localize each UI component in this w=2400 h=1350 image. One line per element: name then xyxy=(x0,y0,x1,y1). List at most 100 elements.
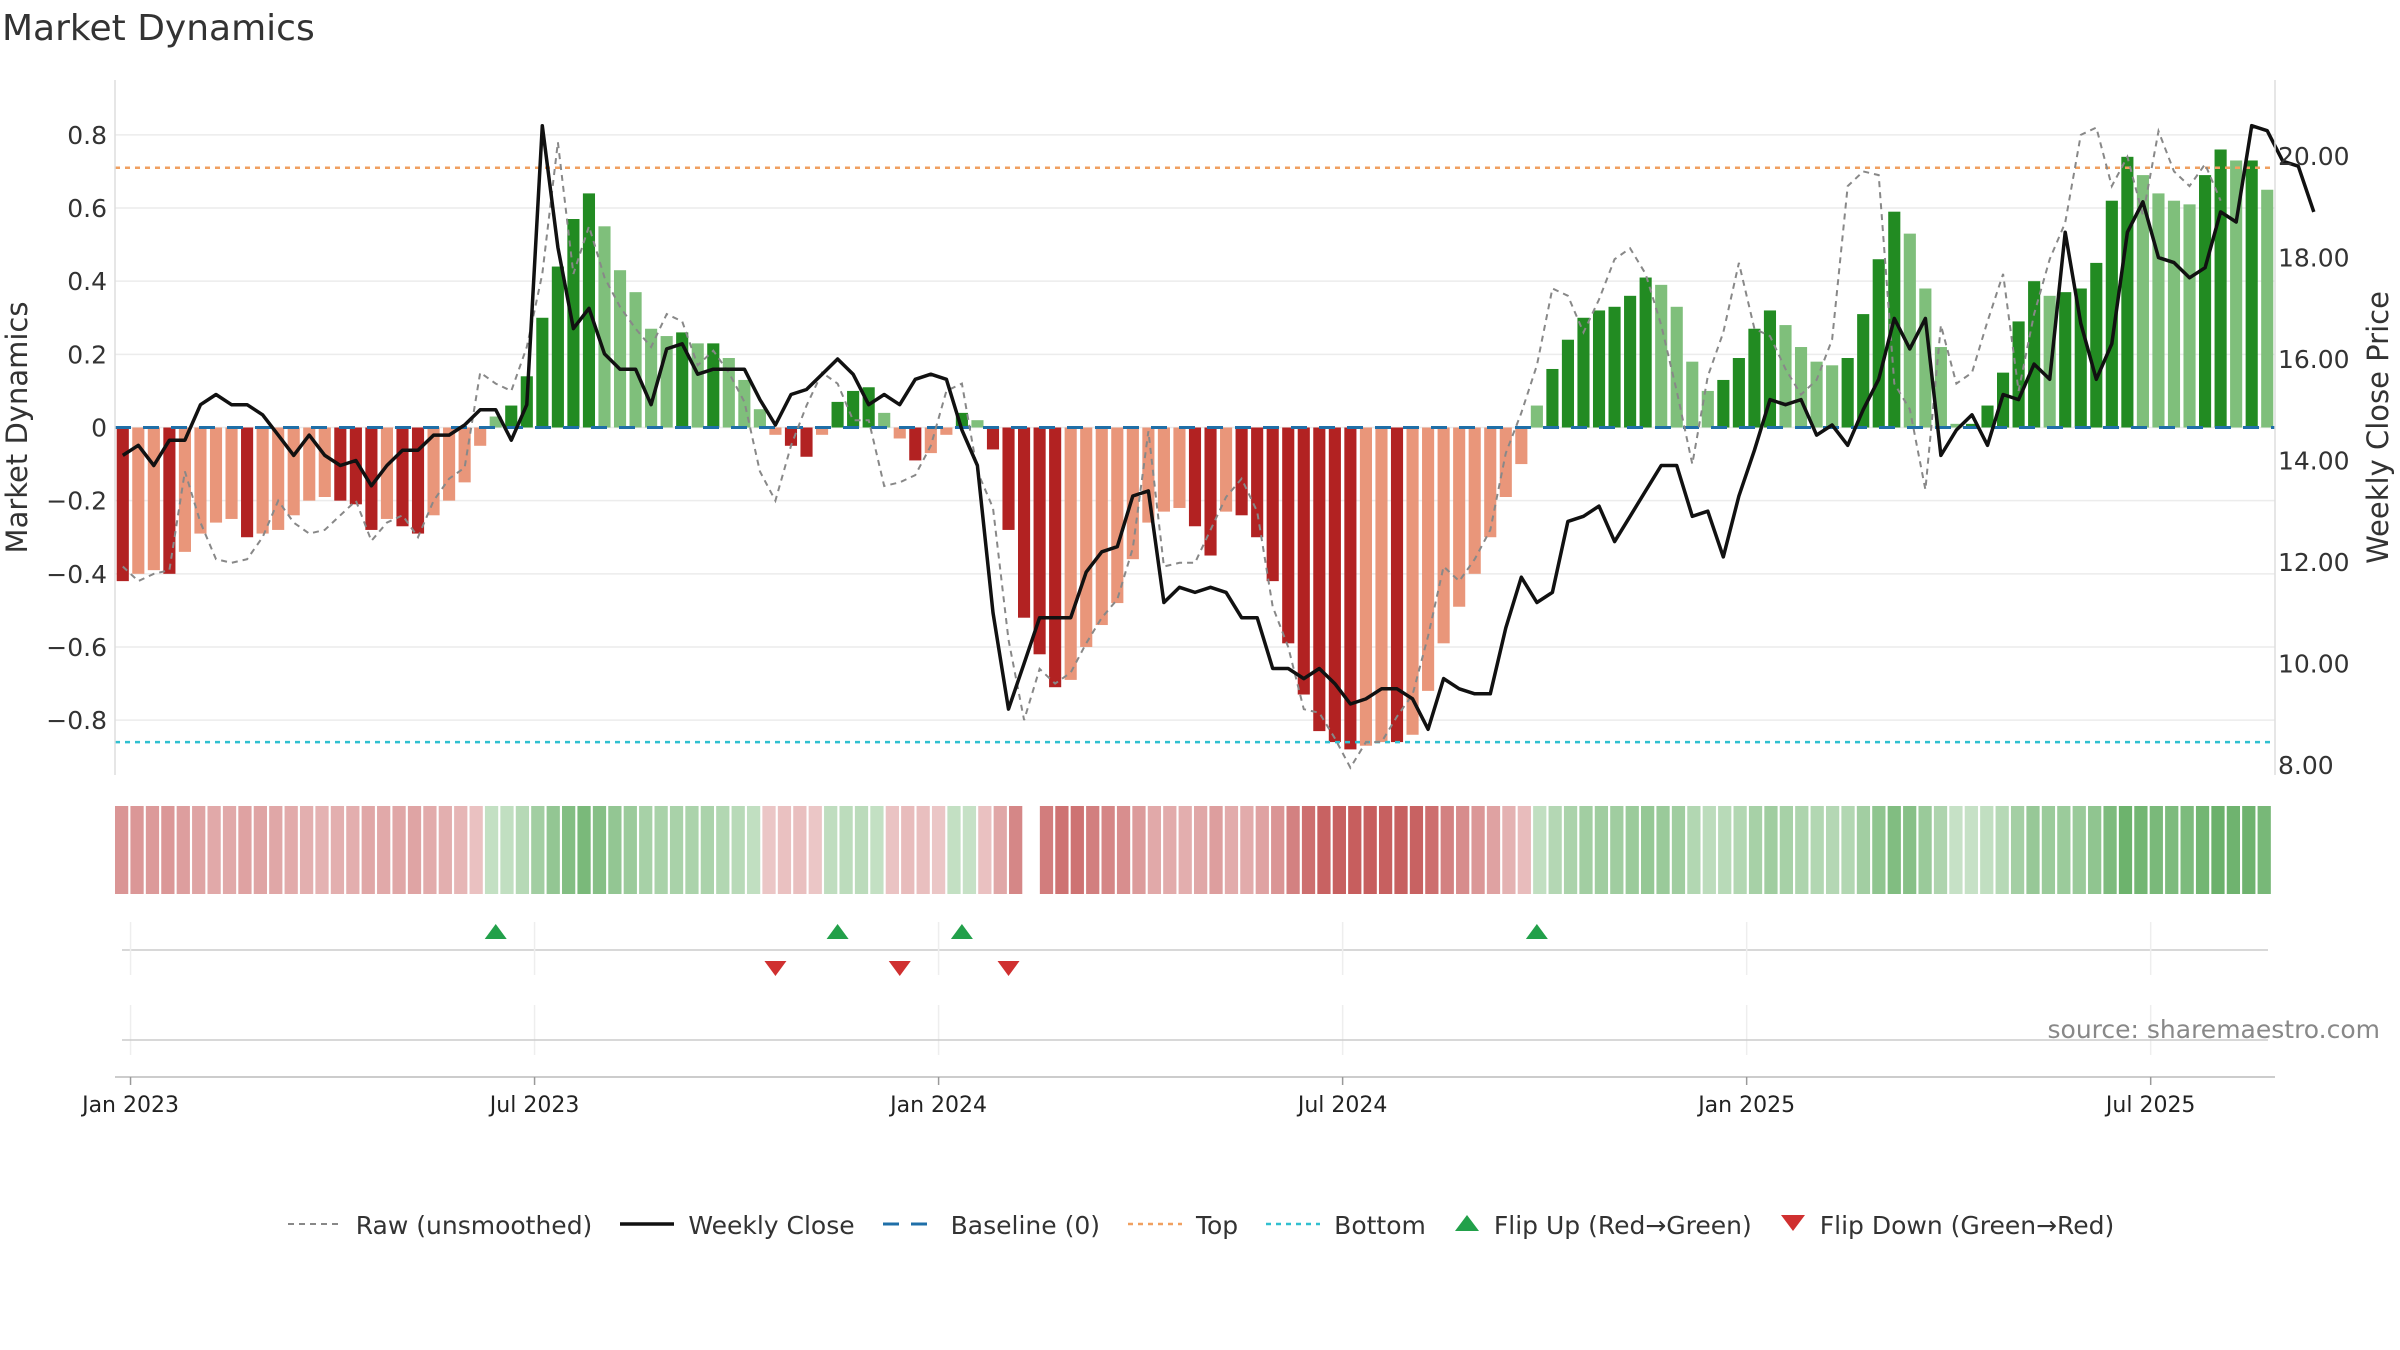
legend-label: Raw (unsmoothed) xyxy=(355,1210,593,1240)
dynamics-bar xyxy=(2136,175,2149,428)
regime-strip-cell xyxy=(1224,806,1239,894)
regime-strip-cell xyxy=(1132,806,1146,894)
dynamics-bar xyxy=(800,427,813,457)
dynamics-bar xyxy=(1546,368,1559,428)
dynamics-bar xyxy=(753,409,766,428)
regime-strip-cell xyxy=(531,806,545,894)
regime-strip-cell xyxy=(885,806,899,894)
regime-strip-cell xyxy=(777,806,792,894)
regime-strip-cell xyxy=(562,806,576,894)
dynamics-bar xyxy=(1002,427,1015,530)
regime-strip-cell xyxy=(1671,806,1686,894)
regime-strip-cell xyxy=(2149,806,2163,894)
regime-strip-cell xyxy=(978,806,992,894)
legend-symbol xyxy=(1778,1211,1808,1240)
regime-strip-cell xyxy=(2257,806,2271,894)
regime-strip-cell xyxy=(1718,806,1732,894)
regime-strip-cell xyxy=(176,806,190,894)
regime-strip-cell xyxy=(253,806,267,894)
dynamics-bar xyxy=(396,427,409,527)
dynamics-bar xyxy=(831,401,844,428)
dynamics-bar xyxy=(209,427,223,523)
legend-symbol xyxy=(1452,1211,1482,1240)
regime-strip-cell xyxy=(1271,806,1285,894)
reference-lines xyxy=(115,166,2275,744)
dynamics-bar xyxy=(241,427,254,538)
dynamics-bar xyxy=(1282,427,1295,644)
regime-strip-cell xyxy=(1764,806,1778,894)
regime-strip-cell xyxy=(1502,806,1516,894)
dynamics-bar xyxy=(256,427,269,534)
dynamics-bar xyxy=(909,427,922,461)
legend-item: Baseline (0) xyxy=(881,1211,1100,1240)
dynamics-bar xyxy=(2167,200,2181,428)
y2-tick-label: 14.00 xyxy=(2278,446,2350,475)
dynamics-bar xyxy=(1701,390,1714,428)
flip-up-marker xyxy=(826,924,849,939)
dynamics-bar xyxy=(598,226,611,428)
dynamics-bar xyxy=(2199,175,2212,428)
regime-strip-cell xyxy=(1856,806,1871,894)
regime-strip-cell xyxy=(1980,806,1994,894)
regime-strip-cell xyxy=(1964,806,1978,894)
dynamics-bar xyxy=(784,427,798,446)
dynamics-bar xyxy=(722,358,735,428)
dynamics-bar xyxy=(1313,427,1326,732)
x-axis: Jan 2023 Jul 2023 Jan 2024 Jul 2024 Jan 2025… xyxy=(80,1076,2275,1118)
regime-strip-cell xyxy=(808,806,822,894)
regime-strip-cell xyxy=(1810,806,1824,894)
regime-strip-cell xyxy=(654,806,668,894)
regime-strip-cell xyxy=(2195,806,2210,894)
legend-label: Top xyxy=(1195,1210,1239,1240)
chart-title: Market Dynamics xyxy=(2,8,315,49)
legend-label: Flip Up (Red→Green) xyxy=(1493,1210,1752,1240)
y-tick-label: 0.8 xyxy=(67,121,107,150)
regime-strip-cell xyxy=(1363,806,1377,894)
dynamics-bar xyxy=(1903,233,1916,428)
regime-strip-cell xyxy=(1887,806,1901,894)
regime-strip-cell xyxy=(639,806,653,894)
dynamics-bar xyxy=(1453,427,1466,607)
dynamics-bar xyxy=(2090,262,2103,428)
dynamics-bar xyxy=(1577,317,1590,428)
regime-strip-cell xyxy=(592,806,607,894)
regime-strip-cell xyxy=(1625,806,1639,894)
source-label: source: sharemaestro.com xyxy=(2047,1015,2381,1044)
dynamics-bar xyxy=(1204,427,1217,556)
regime-strip-cell xyxy=(1795,806,1809,894)
dynamics-bar xyxy=(1857,314,1870,428)
regime-strip-cell xyxy=(1594,806,1609,894)
dynamics-bar xyxy=(1763,310,1777,428)
dynamics-bar xyxy=(878,412,891,428)
regime-strip-cell xyxy=(1378,806,1393,894)
dynamics-bar xyxy=(691,343,704,428)
regime-strip-cell xyxy=(669,806,684,894)
regime-strip-cell xyxy=(685,806,699,894)
flip-up-marker xyxy=(950,924,973,939)
regime-strip-cell xyxy=(824,806,838,894)
empty-panel xyxy=(122,1005,2268,1055)
regime-strip-cell xyxy=(623,806,637,894)
legend-label: Weekly Close xyxy=(688,1210,855,1240)
dynamics-bar xyxy=(1344,427,1357,750)
regime-strip-cell xyxy=(315,806,329,894)
dynamics-bar xyxy=(1934,347,1947,428)
regime-strip-cell xyxy=(330,806,345,894)
dynamics-bar xyxy=(2121,156,2134,428)
dynamics-bar xyxy=(1111,427,1124,604)
regime-strip-cell xyxy=(1610,806,1624,894)
regime-strip-cell xyxy=(2057,806,2071,894)
dynamics-bar xyxy=(1157,427,1170,512)
dynamics-bar xyxy=(505,405,518,428)
x-tick-label: Jul 2025 xyxy=(2104,1093,2196,1118)
dynamics-bar xyxy=(2074,288,2087,428)
regime-strip-cell xyxy=(500,806,514,894)
y-tick-label: 0.2 xyxy=(67,340,107,369)
legend-symbol xyxy=(1264,1211,1322,1240)
legend-item: Top xyxy=(1126,1211,1238,1240)
dynamics-bar xyxy=(194,427,207,534)
dynamics-bar xyxy=(924,427,937,454)
regime-strip-cell xyxy=(1456,806,1470,894)
regime-strip-cell xyxy=(145,806,160,894)
regime-strip-cell xyxy=(407,806,422,894)
